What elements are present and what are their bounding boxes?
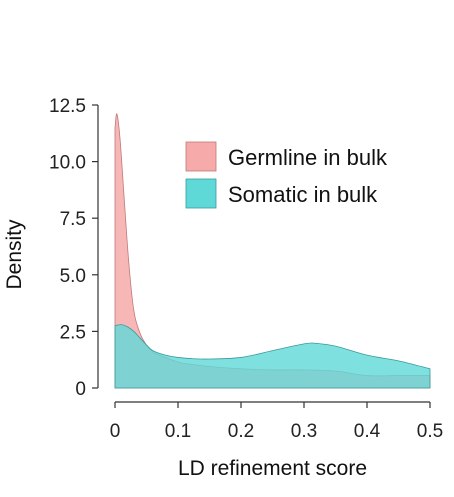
y-ticks: 0 2.5 5.0 7.5 10.0 12.5	[49, 96, 98, 400]
x-tick-label: 0.3	[291, 421, 317, 442]
x-tick-label: 0.4	[354, 421, 381, 442]
x-tick-label: 0.2	[228, 421, 254, 442]
somatic-density-area	[114, 324, 431, 389]
y-tick-label: 5.0	[60, 266, 86, 287]
legend-swatch-somatic	[185, 178, 217, 209]
y-tick-label: 10.0	[49, 153, 86, 174]
legend: Germline in bulk Somatic in bulk	[185, 141, 388, 209]
x-tick-label: 0.5	[417, 421, 443, 442]
axes	[97, 105, 430, 403]
y-tick-label: 2.5	[60, 322, 86, 343]
legend-swatch-germline	[185, 141, 217, 172]
x-axis-label: LD refinement score	[178, 457, 367, 480]
y-tick-label: 12.5	[49, 96, 86, 117]
x-tick-label: 0	[110, 421, 121, 442]
y-axis-label: Density	[3, 219, 26, 290]
plot-areas	[114, 113, 431, 389]
legend-label-somatic: Somatic in bulk	[228, 182, 378, 207]
x-ticks: 0 0.1 0.2 0.3 0.4 0.5	[110, 402, 443, 442]
y-tick-label: 0	[75, 379, 86, 400]
y-tick-label: 7.5	[60, 209, 86, 230]
legend-label-germline: Germline in bulk	[228, 145, 388, 170]
x-tick-label: 0.1	[165, 421, 191, 442]
